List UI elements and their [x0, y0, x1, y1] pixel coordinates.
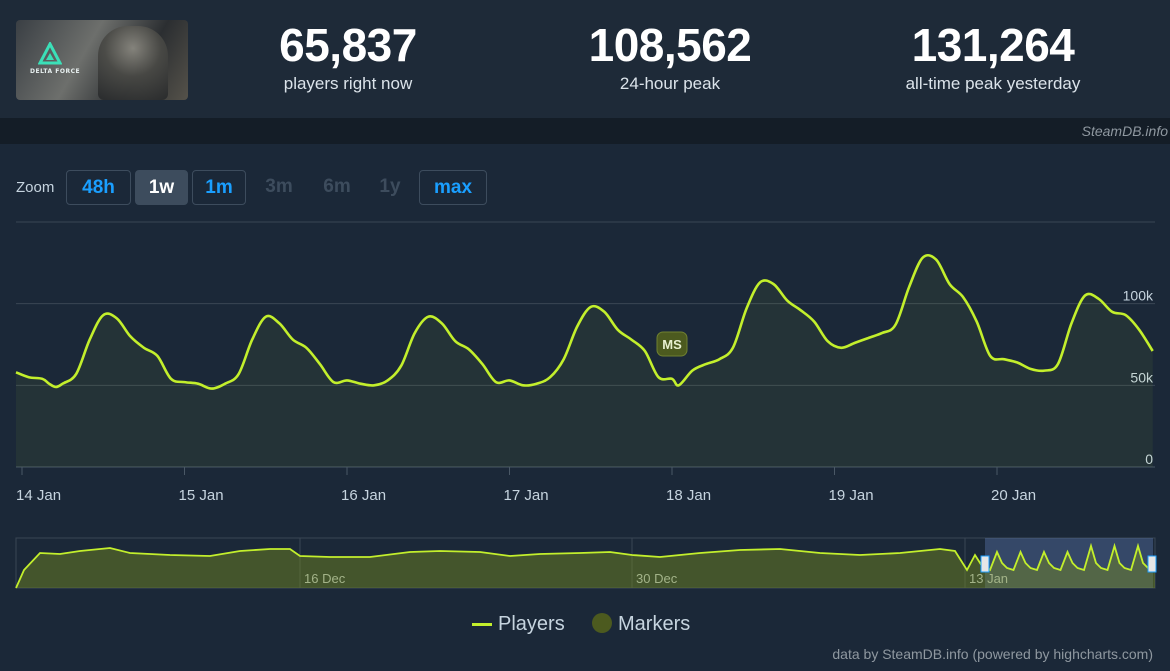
navigator-tick-label: 13 Jan: [969, 571, 1008, 586]
source-label[interactable]: SteamDB.info: [1081, 123, 1168, 139]
legend-label: Players: [498, 613, 565, 635]
legend-marker-swatch: [592, 613, 612, 634]
y-tick-label: 0: [1145, 451, 1153, 467]
x-tick-label: 15 Jan: [179, 487, 224, 504]
x-tick-label: 18 Jan: [666, 487, 711, 504]
soldier-artwork: [98, 26, 168, 100]
stat-value: 131,264: [911, 19, 1075, 71]
legend-players[interactable]: Players: [472, 613, 565, 636]
stat-label: all-time peak yesterday: [905, 74, 1081, 93]
x-tick-label: 14 Jan: [16, 487, 61, 504]
source-bar: SteamDB.info: [0, 118, 1170, 144]
series-line-players: [15, 253, 1154, 390]
stat-24h-peak: 108,562 24-hour peak: [560, 22, 780, 94]
x-tick-label: 17 Jan: [504, 487, 549, 504]
credits-footer[interactable]: data by SteamDB.info (powered by highcha…: [832, 646, 1153, 662]
zoom-button-1y: 1y: [379, 176, 401, 197]
legend-label: Markers: [618, 613, 691, 635]
game-logo-text: DELTA FORCE: [30, 68, 81, 75]
navigator-area: [16, 546, 1155, 588]
zoom-button-max[interactable]: max: [419, 170, 487, 205]
legend-line-swatch: [472, 623, 492, 627]
navigator-selection: [985, 538, 1153, 588]
zoom-button-6m: 6m: [323, 176, 351, 197]
stat-value: 108,562: [588, 19, 752, 71]
marker-label: MS: [662, 337, 682, 352]
stat-value: 65,837: [279, 19, 417, 71]
x-tick-label: 20 Jan: [991, 487, 1036, 504]
series-area: [16, 255, 1153, 467]
zoom-label: Zoom: [16, 179, 55, 196]
stats-header: DELTA FORCE 65,837 players right now 108…: [0, 0, 1170, 118]
zoom-button-1m[interactable]: 1m: [192, 170, 246, 205]
navigator-line: [15, 542, 1155, 589]
navigator-frame: [15, 537, 1156, 589]
legend-markers[interactable]: Markers: [592, 613, 690, 636]
zoom-button-48h[interactable]: 48h: [66, 170, 131, 205]
delta-force-logo-icon: [38, 42, 62, 65]
x-tick-label: 16 Jan: [341, 487, 386, 504]
navigator-handle: [1147, 555, 1157, 573]
stat-label: 24-hour peak: [619, 74, 721, 93]
navigator-handle: [980, 555, 990, 573]
zoom-button-1w[interactable]: 1w: [135, 170, 188, 205]
stat-label: players right now: [283, 74, 413, 93]
navigator-tick-label: 30 Dec: [636, 571, 678, 586]
y-tick-label: 100k: [1123, 288, 1154, 304]
zoom-button-3m: 3m: [265, 176, 293, 197]
stat-players-now: 65,837 players right now: [248, 22, 448, 94]
stat-all-time-peak: 131,264 all-time peak yesterday: [880, 22, 1106, 94]
game-thumbnail[interactable]: DELTA FORCE: [16, 20, 188, 100]
navigator-tick-label: 16 Dec: [304, 571, 346, 586]
y-tick-label: 50k: [1130, 369, 1154, 385]
x-tick-label: 19 Jan: [829, 487, 874, 504]
marker-flag: [656, 331, 688, 357]
